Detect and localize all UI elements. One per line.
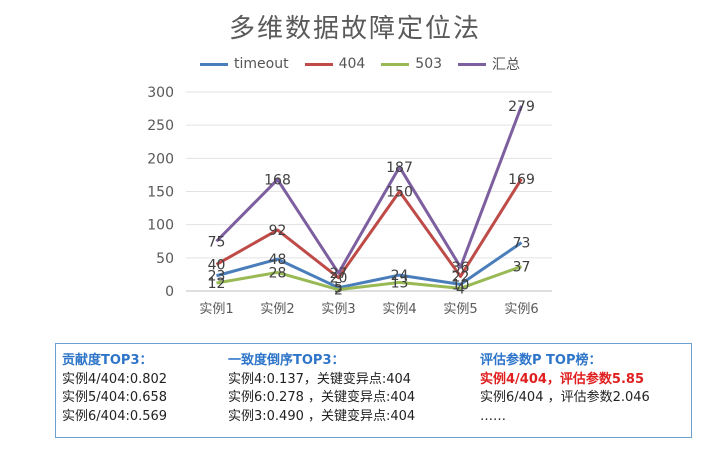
consistency-line: 实例4:0.137，关键变异点:404 bbox=[228, 371, 412, 387]
x-tick-label: 实例3 bbox=[321, 302, 355, 317]
contribution-line: 实例4/404:0.802 bbox=[62, 371, 168, 387]
legend-entry: 汇总 bbox=[458, 54, 520, 74]
legend-label: 404 bbox=[338, 56, 366, 72]
series-line-404 bbox=[215, 178, 523, 280]
contribution-heading: 贡献度TOP3： bbox=[62, 353, 153, 368]
data-label: 4 bbox=[456, 281, 465, 297]
data-label: 73 bbox=[513, 236, 531, 252]
evaluation-highlight: 实例4/404，评估参数5.85 bbox=[480, 371, 645, 387]
legend-swatch bbox=[304, 62, 333, 66]
legend-entry: 503 bbox=[381, 54, 442, 74]
legend-swatch bbox=[200, 62, 228, 66]
legend-entry: timeout bbox=[200, 54, 289, 74]
data-label: 2 bbox=[334, 283, 343, 299]
line-chart: 0 50 100 150 200 250 300 实例1 实例2 实例3 实例4 实例5 实例6 23 48… bbox=[147, 85, 552, 317]
evaluation-line: …… bbox=[480, 408, 506, 424]
data-label: 20 bbox=[330, 271, 348, 287]
data-label: 92 bbox=[269, 223, 287, 239]
info-panel: 贡献度TOP3： 实例4/404:0.802 实例5/404:0.658 实例6… bbox=[55, 343, 692, 438]
contribution-line: 实例6/404:0.569 bbox=[62, 408, 168, 424]
y-tick-label: 50 bbox=[156, 251, 174, 267]
evaluation-column: 评估参数P TOP榜： 实例4/404，评估参数5.85 实例6/404 ，评估… bbox=[480, 352, 650, 426]
data-label: 13 bbox=[391, 275, 409, 291]
chart-legend: timeout 404 503 汇总 bbox=[200, 54, 520, 74]
data-label: 40 bbox=[208, 257, 226, 273]
series-line-timeout bbox=[216, 241, 523, 290]
contribution-line: 实例5/404:0.658 bbox=[62, 390, 168, 405]
x-tick-label: 实例6 bbox=[504, 302, 538, 317]
legend-label: 汇总 bbox=[492, 57, 521, 73]
y-tick-label: 0 bbox=[165, 284, 174, 300]
evaluation-line: 实例6/404 ，评估参数2.046 bbox=[480, 390, 650, 405]
contribution-column: 贡献度TOP3： 实例4/404:0.802 实例5/404:0.658 实例6… bbox=[62, 352, 167, 426]
data-label: 37 bbox=[513, 259, 531, 275]
chart-title: 多维数据故障定位法 bbox=[228, 14, 481, 44]
legend-label: 503 bbox=[415, 56, 443, 72]
data-label: 12 bbox=[208, 276, 226, 292]
data-label: 48 bbox=[269, 252, 287, 268]
data-label: 168 bbox=[264, 173, 291, 189]
legend-swatch bbox=[381, 62, 410, 66]
legend-label: timeout bbox=[234, 56, 289, 72]
consistency-heading: 一致度倒序TOP3： bbox=[228, 353, 345, 368]
consistency-column: 一致度倒序TOP3： 实例4:0.137，关键变异点:404 实例6:0.278… bbox=[228, 352, 415, 426]
data-label: 5 bbox=[334, 281, 343, 297]
x-tick-label: 实例5 bbox=[443, 302, 477, 317]
consistency-line: 实例6:0.278 ，关键变异点:404 bbox=[228, 390, 416, 405]
y-tick-label: 200 bbox=[147, 151, 174, 167]
series-line-503 bbox=[216, 265, 523, 292]
data-label: 36 bbox=[452, 260, 470, 276]
legend-entry: 404 bbox=[304, 54, 366, 74]
y-tick-label: 300 bbox=[147, 85, 174, 101]
y-tick-label: 250 bbox=[147, 118, 174, 134]
x-tick-label: 实例4 bbox=[382, 302, 416, 317]
consistency-line: 实例3:0.490 ，关键变异点:404 bbox=[228, 408, 416, 424]
data-label: 10 bbox=[452, 277, 470, 293]
legend-swatch bbox=[458, 62, 487, 66]
x-tick-label: 实例2 bbox=[260, 302, 294, 317]
series-line-汇总 bbox=[215, 105, 523, 275]
data-label: 187 bbox=[386, 160, 413, 176]
data-label: 169 bbox=[508, 172, 535, 188]
data-label: 23 bbox=[208, 269, 226, 285]
y-tick-label: 150 bbox=[147, 185, 174, 201]
evaluation-heading: 评估参数P TOP榜： bbox=[480, 353, 602, 368]
data-label: 28 bbox=[269, 265, 287, 281]
data-label: 75 bbox=[208, 234, 226, 250]
data-label: 150 bbox=[386, 185, 413, 201]
data-label: 27 bbox=[330, 266, 348, 282]
data-label: 24 bbox=[391, 268, 409, 284]
data-label: 22 bbox=[452, 269, 470, 285]
y-tick-label: 100 bbox=[147, 218, 174, 234]
data-label: 279 bbox=[508, 99, 535, 115]
x-tick-label: 实例1 bbox=[199, 302, 233, 317]
